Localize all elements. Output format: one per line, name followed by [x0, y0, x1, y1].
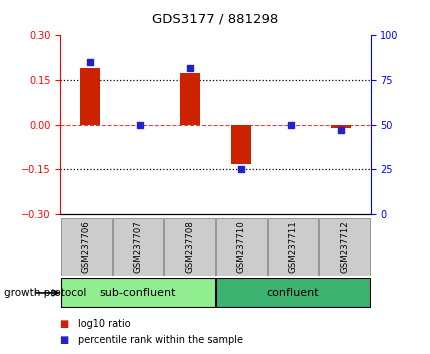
Bar	[80, 68, 100, 125]
Text: sub-confluent: sub-confluent	[99, 288, 176, 298]
FancyBboxPatch shape	[215, 218, 266, 275]
Text: GDS3177 / 881298: GDS3177 / 881298	[152, 12, 278, 25]
Point	[286, 122, 293, 127]
Text: GSM237710: GSM237710	[237, 221, 245, 273]
Text: GSM237708: GSM237708	[185, 221, 194, 273]
Text: ■: ■	[60, 335, 73, 345]
Text: growth protocol: growth protocol	[4, 288, 86, 298]
Point	[237, 167, 243, 172]
Bar	[180, 73, 200, 125]
Point	[137, 122, 144, 127]
FancyBboxPatch shape	[61, 279, 215, 307]
FancyBboxPatch shape	[215, 279, 369, 307]
Bar	[330, 125, 350, 128]
FancyBboxPatch shape	[112, 218, 163, 275]
Text: confluent: confluent	[266, 288, 319, 298]
FancyBboxPatch shape	[319, 218, 369, 275]
Text: GSM237707: GSM237707	[133, 221, 142, 273]
Text: ■: ■	[60, 319, 73, 329]
Bar	[230, 125, 250, 164]
FancyBboxPatch shape	[61, 218, 111, 275]
Text: log10 ratio: log10 ratio	[77, 319, 130, 329]
FancyBboxPatch shape	[164, 218, 215, 275]
Point	[87, 59, 94, 65]
FancyBboxPatch shape	[267, 218, 318, 275]
Point	[336, 127, 343, 133]
Point	[187, 65, 194, 70]
Text: percentile rank within the sample: percentile rank within the sample	[77, 335, 242, 345]
Text: GSM237706: GSM237706	[82, 221, 90, 273]
Text: GSM237712: GSM237712	[340, 221, 348, 273]
Text: GSM237711: GSM237711	[288, 221, 297, 273]
